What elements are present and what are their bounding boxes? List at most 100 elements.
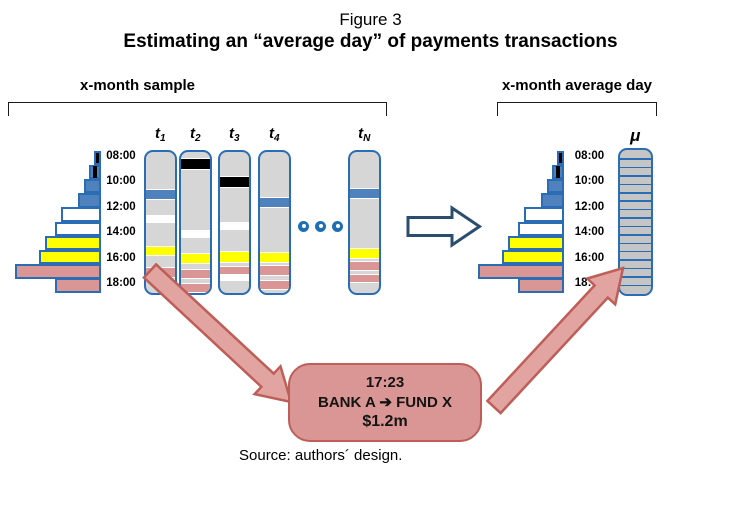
histogram-bar — [518, 278, 564, 293]
histogram-bar-inner — [556, 165, 560, 179]
transaction-stripe — [220, 274, 249, 282]
histogram-bar — [55, 221, 101, 237]
average-column-line — [619, 158, 651, 160]
average-column-line — [619, 234, 651, 236]
time-label: 12:00 — [574, 200, 605, 213]
ellipsis-dot — [315, 220, 326, 232]
transaction-to: FUND X — [396, 393, 452, 411]
figure-title: Estimating an “average day” of payments … — [123, 31, 618, 52]
day-column-t4 — [258, 150, 291, 295]
histogram-bar — [518, 221, 564, 237]
time-label: 08:00 — [574, 149, 605, 162]
transaction-stripe — [350, 248, 379, 260]
average-column-line — [619, 267, 651, 270]
transaction-stripe — [181, 158, 210, 171]
histogram-bar — [502, 249, 564, 265]
transaction-stripe — [181, 252, 210, 265]
column-label-t1: t1 — [154, 125, 166, 144]
transaction-stripe — [260, 264, 289, 276]
transaction-stripe — [146, 246, 175, 257]
time-label: 18:00 — [574, 277, 605, 289]
histogram-bar — [541, 193, 564, 208]
average-column-line — [619, 276, 651, 278]
histogram-bar — [15, 264, 101, 279]
histogram-bar — [547, 178, 564, 194]
transaction-stripe — [146, 266, 175, 278]
histogram-bar — [55, 278, 101, 293]
histogram-bar — [89, 164, 101, 180]
histogram-bar — [94, 150, 101, 166]
average-bracket — [497, 102, 657, 116]
average-column-line — [619, 192, 651, 194]
ellipsis-dot — [298, 220, 309, 232]
average-column-line — [619, 242, 651, 245]
average-column-line — [619, 175, 651, 177]
sample-bracket — [8, 102, 387, 116]
histogram-bar — [552, 164, 564, 180]
column-label-t4: t4 — [268, 125, 280, 144]
average-column-line — [619, 217, 651, 219]
transaction-stripe — [350, 273, 379, 284]
transaction-parties: BANK A ➔ FUND X — [318, 393, 452, 413]
transaction-stripe — [350, 188, 379, 200]
time-label: 10:00 — [574, 175, 605, 187]
time-label: 08:00 — [106, 149, 136, 162]
time-label: 16:00 — [106, 251, 136, 264]
average-column-line — [619, 225, 651, 228]
average-column-line — [619, 208, 651, 211]
histogram-bar — [508, 235, 564, 251]
transaction-stripe — [260, 197, 289, 209]
transaction-stripe — [350, 260, 379, 271]
volume-pyramid-left — [15, 150, 101, 294]
histogram-bar — [84, 178, 101, 194]
average-column-line — [619, 166, 651, 169]
average-column-line — [619, 259, 651, 261]
transaction-stripe — [260, 280, 289, 291]
histogram-bar — [524, 207, 564, 222]
average-section-label: x-month average day — [501, 77, 653, 94]
day-column-tN — [348, 150, 381, 295]
average-column-line — [619, 250, 651, 253]
transaction-from: BANK A — [318, 393, 376, 411]
average-column-line — [619, 183, 651, 186]
histogram-bar — [478, 264, 564, 279]
average-day-column — [617, 148, 653, 296]
transaction-amount: $1.2m — [362, 413, 408, 431]
figure-number: Figure 3 — [339, 10, 402, 29]
transaction-stripe — [220, 176, 249, 188]
column-label-t2: t2 — [189, 125, 201, 144]
transaction-stripe — [220, 221, 249, 230]
time-label: 14:00 — [106, 226, 136, 238]
average-column-line — [619, 200, 651, 202]
histogram-bar — [61, 207, 101, 222]
column-label-tN: tN — [358, 125, 371, 144]
average-column-line — [619, 284, 651, 287]
day-column-t2 — [179, 150, 212, 295]
transaction-stripe — [220, 250, 249, 263]
time-label: 16:00 — [574, 251, 605, 264]
mu-label: μ — [630, 126, 641, 145]
source-note: Source: authors´ design. — [239, 447, 403, 464]
histogram-bar — [557, 150, 564, 166]
time-label: 12:00 — [106, 200, 136, 213]
time-label: 14:00 — [574, 226, 605, 238]
transaction-stripe — [146, 188, 175, 200]
transaction-stripe — [181, 283, 210, 293]
transaction-stripe — [181, 229, 210, 238]
transaction-detail-box: 17:23 BANK A ➔ FUND X $1.2m — [288, 363, 482, 442]
sample-section-label: x-month sample — [79, 77, 196, 94]
time-label: 18:00 — [106, 277, 136, 289]
transaction-stripe — [146, 279, 175, 282]
transaction-stripe — [181, 268, 210, 279]
transaction-time: 17:23 — [365, 374, 405, 392]
histogram-bar — [39, 249, 101, 265]
time-label: 10:00 — [106, 175, 136, 187]
right-arrow-icon: ➔ — [379, 393, 392, 411]
histogram-bar — [78, 193, 101, 208]
transaction-stripe — [146, 215, 175, 223]
ellipsis-dot — [332, 220, 343, 232]
day-column-t3 — [218, 150, 251, 295]
volume-pyramid-right — [478, 150, 564, 294]
transaction-stripe — [260, 251, 289, 264]
